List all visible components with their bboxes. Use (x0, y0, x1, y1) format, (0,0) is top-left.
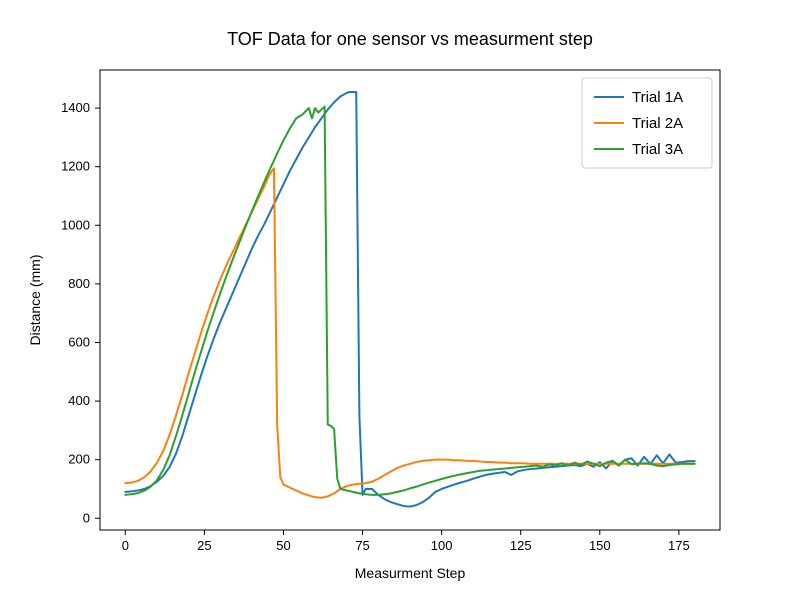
x-tick-label: 50 (276, 538, 290, 553)
y-tick-label: 400 (68, 393, 90, 408)
x-tick-label: 100 (431, 538, 453, 553)
y-tick-label: 1400 (61, 100, 90, 115)
legend: Trial 1A Trial 2A Trial 3A (582, 78, 712, 168)
chart-title: TOF Data for one sensor vs measurment st… (227, 29, 593, 49)
x-axis-label: Measurment Step (355, 565, 466, 581)
y-tick-label: 600 (68, 334, 90, 349)
x-tick-label: 175 (668, 538, 690, 553)
x-tick-label: 150 (589, 538, 611, 553)
x-tick-label: 125 (510, 538, 532, 553)
legend-label-2: Trial 3A (632, 141, 683, 158)
y-tick-label: 800 (68, 276, 90, 291)
y-tick-label: 1200 (61, 159, 90, 174)
y-tick-label: 1000 (61, 217, 90, 232)
y-axis-label: Distance (mm) (27, 254, 43, 345)
x-tick-label: 25 (197, 538, 211, 553)
x-tick-label: 0 (122, 538, 129, 553)
x-tick-label: 75 (355, 538, 369, 553)
y-tick-label: 200 (68, 452, 90, 467)
y-tick-label: 0 (83, 510, 90, 525)
legend-label-1: Trial 2A (632, 115, 683, 132)
chart-container: 0 25 50 75 100 125 150 175 0 200 400 600 800 1000 1200… (0, 0, 797, 602)
legend-label-0: Trial 1A (632, 89, 683, 106)
line-chart: 0 25 50 75 100 125 150 175 0 200 400 600 800 1000 1200… (0, 0, 797, 602)
